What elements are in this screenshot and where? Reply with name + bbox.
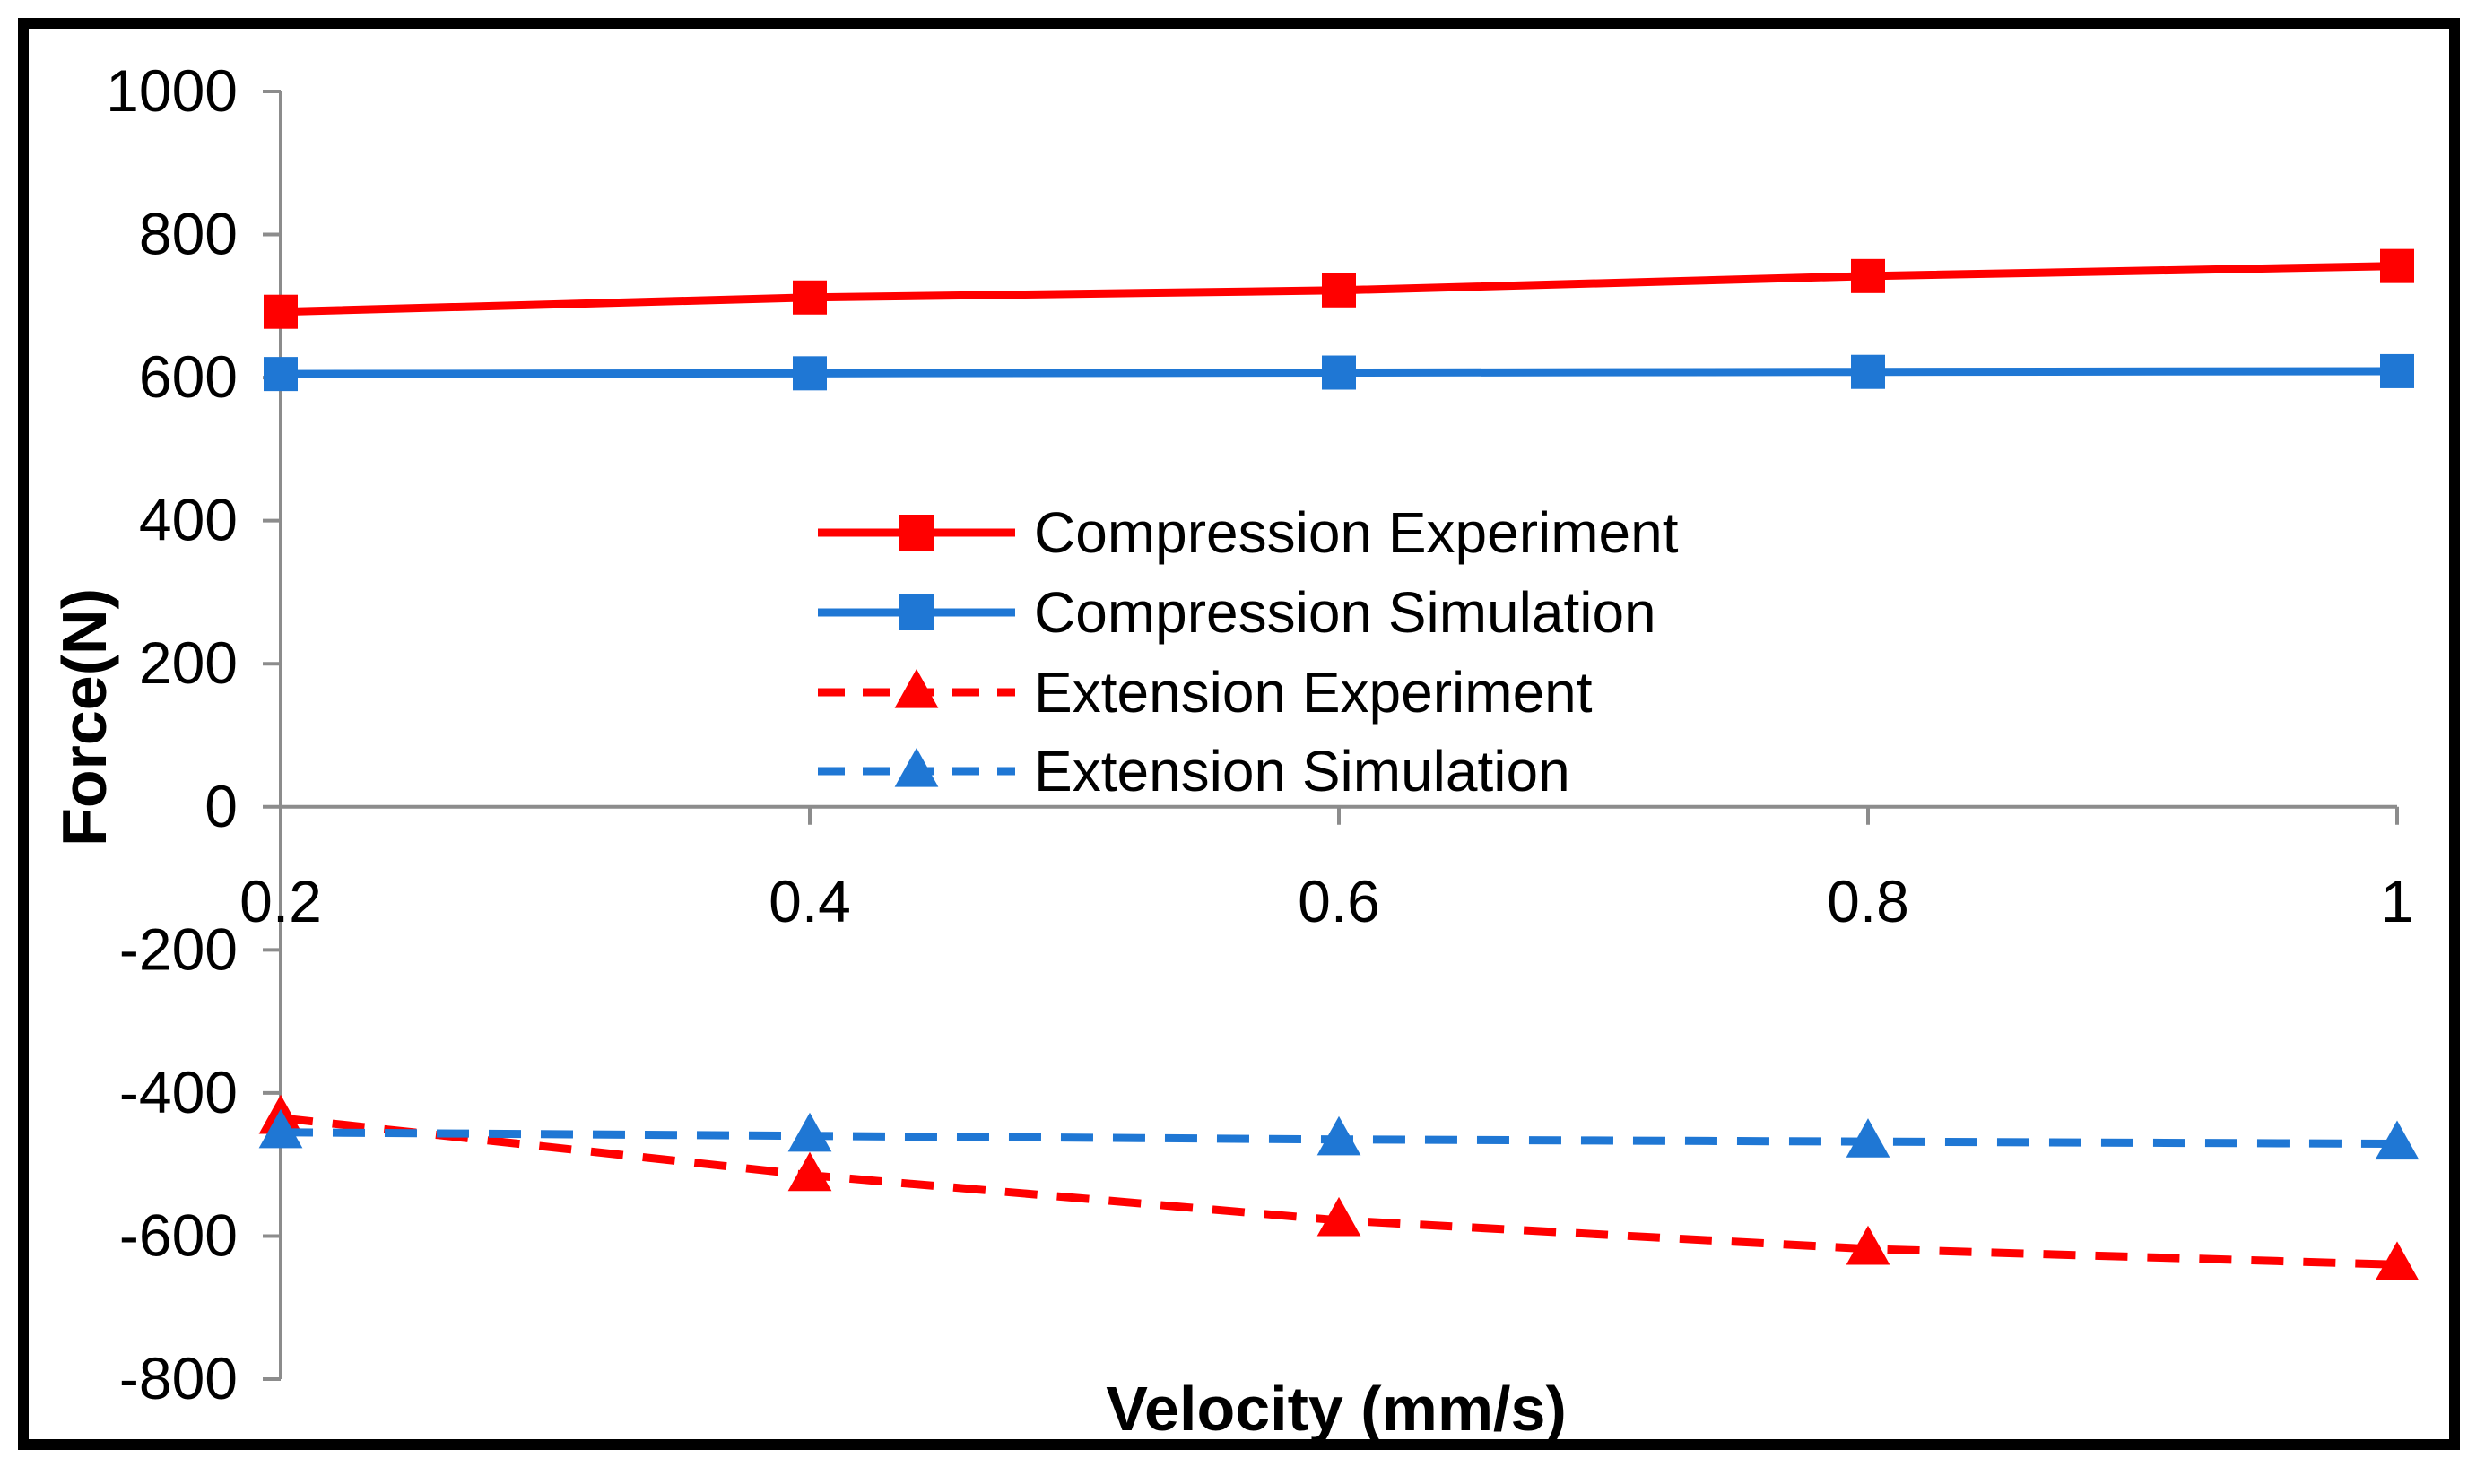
data-point — [2380, 353, 2414, 388]
y-tick-label: 400 — [139, 487, 238, 553]
series-group — [258, 248, 2420, 1280]
series-compression-experiment — [264, 248, 2414, 329]
legend-label: Extension Experiment — [1034, 660, 1593, 725]
data-point — [793, 356, 827, 391]
y-tick-label: -200 — [119, 916, 238, 982]
legend: Compression Experiment Compression Simula… — [818, 500, 1679, 803]
data-point — [787, 1112, 832, 1152]
legend-item: Extension Simulation — [818, 739, 1570, 803]
x-tick-label: 0.2 — [239, 868, 322, 934]
y-axis-title: Force(N) — [49, 588, 119, 846]
x-tick-label: 1 — [2381, 868, 2414, 934]
x-tick-label: 0.8 — [1827, 868, 1909, 934]
legend-item: Compression Simulation — [818, 580, 1656, 645]
legend-item: Extension Experiment — [818, 660, 1593, 725]
data-point — [2375, 1120, 2420, 1160]
y-tick-label: -600 — [119, 1202, 238, 1268]
legend-item: Compression Experiment — [818, 500, 1679, 565]
data-point — [1846, 1225, 1890, 1265]
y-tick-label: -400 — [119, 1059, 238, 1125]
y-tick-label: 600 — [139, 343, 238, 410]
data-point — [264, 357, 298, 392]
series-extension-simulation — [258, 1108, 2420, 1160]
data-point — [1846, 1118, 1890, 1158]
legend-label: Compression Simulation — [1034, 580, 1656, 645]
data-point — [1316, 1196, 1361, 1237]
data-point — [258, 1108, 303, 1149]
legend-marker — [899, 515, 934, 551]
data-point — [1316, 1115, 1361, 1156]
data-point — [787, 1151, 832, 1192]
data-point — [1322, 355, 1356, 390]
legend-marker — [894, 668, 939, 708]
data-point — [264, 294, 298, 329]
x-axis-title: Velocity (mm/s) — [1106, 1374, 1567, 1444]
data-point — [1322, 273, 1356, 308]
legend-label: Extension Simulation — [1034, 739, 1570, 803]
legend-marker — [899, 594, 934, 630]
data-point — [793, 280, 827, 315]
data-point — [1851, 258, 1885, 293]
y-tick-label: 1000 — [106, 57, 238, 124]
y-tick-label: 200 — [139, 629, 238, 696]
y-tick-label: 800 — [139, 201, 238, 267]
series-compression-simulation — [264, 353, 2414, 392]
y-tick-label: 0 — [204, 773, 238, 839]
y-ticks: 1000 800 600 400 200 0 -200 -400 -600 -800 — [106, 57, 281, 1411]
legend-label: Compression Experiment — [1034, 500, 1679, 565]
x-ticks: 0.2 0.4 0.6 0.8 1 — [239, 806, 2414, 934]
x-tick-label: 0.4 — [769, 868, 851, 934]
legend-marker — [894, 747, 939, 787]
data-point — [1851, 354, 1885, 389]
data-point — [2380, 248, 2414, 283]
y-tick-label: -800 — [119, 1345, 238, 1411]
x-tick-label: 0.6 — [1298, 868, 1380, 934]
data-point — [2375, 1241, 2420, 1280]
